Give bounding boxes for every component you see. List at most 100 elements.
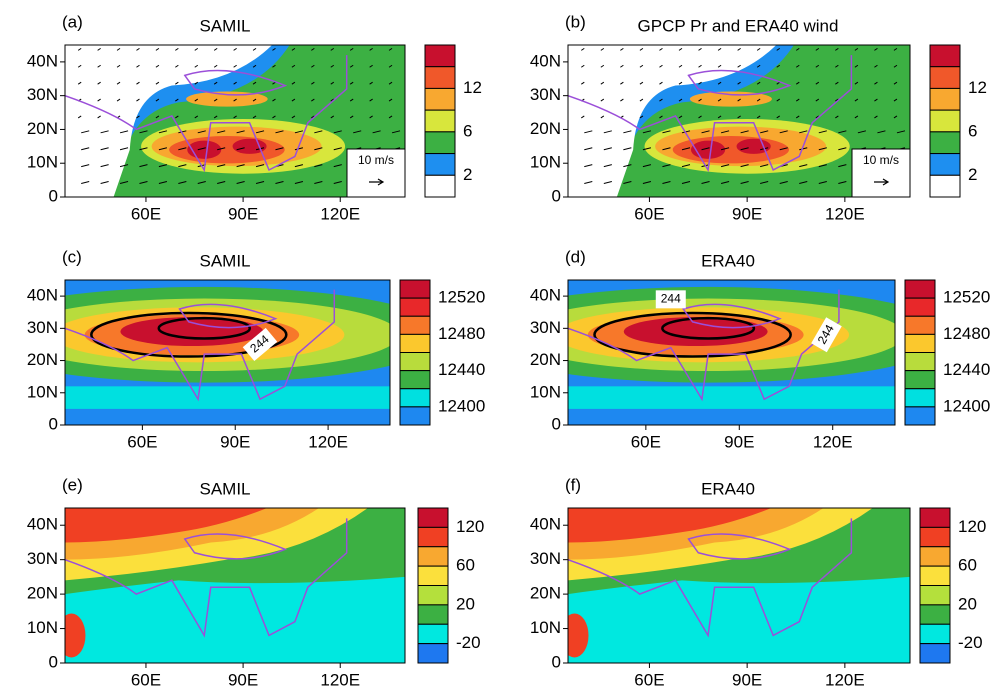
panel-title: SAMIL — [199, 479, 250, 498]
field — [568, 45, 777, 197]
wind-vector — [581, 81, 585, 85]
wind-vector — [294, 181, 304, 184]
wind-vector — [119, 147, 129, 151]
wind-vector — [854, 98, 859, 102]
wind-vector — [333, 130, 342, 134]
wind-vector — [77, 81, 82, 85]
wind-vector — [139, 164, 148, 168]
wind-vector — [795, 64, 800, 68]
wind-vector — [659, 81, 663, 85]
lon-label: 90E — [724, 432, 754, 451]
lon-label: 120E — [825, 670, 865, 689]
wind-vector — [737, 98, 741, 102]
wind-vector — [642, 147, 652, 151]
wind-vector — [854, 47, 859, 51]
wind-vector — [275, 181, 284, 184]
lat-label: 20N — [27, 119, 58, 138]
wind-vector — [349, 98, 354, 102]
wind-vector — [737, 64, 741, 68]
colorbar-box — [424, 153, 456, 176]
wind-vector — [294, 164, 304, 168]
wind-vector — [835, 64, 839, 68]
plateau-outline — [178, 303, 278, 329]
field — [689, 91, 772, 107]
wind-vector — [175, 64, 179, 68]
lon-label: 60E — [127, 432, 157, 451]
wind-vector — [620, 64, 624, 68]
wind-vector — [776, 64, 780, 68]
colorbar-box — [919, 565, 951, 586]
wind-vector — [255, 164, 265, 168]
wind-vector — [213, 47, 218, 51]
contour-label-box — [655, 290, 686, 309]
wind-vector — [874, 115, 878, 119]
wind-vector — [139, 147, 148, 151]
field — [568, 613, 589, 658]
wind-vector — [756, 98, 761, 102]
colorbar-label: 12520 — [943, 288, 990, 307]
wind-vector — [314, 164, 323, 168]
wind-vector — [662, 147, 671, 151]
wind-vector — [391, 130, 401, 134]
wind-vector — [600, 64, 605, 68]
wind-vector — [874, 98, 878, 102]
colorbar-box — [417, 526, 449, 548]
lat-label: 10N — [27, 618, 58, 637]
wind-vector — [194, 47, 199, 51]
wind-vector — [252, 64, 257, 68]
wind-vector — [776, 115, 780, 119]
wind-vector — [874, 47, 878, 51]
lon-label: 120E — [320, 670, 360, 689]
wind-vector — [893, 47, 898, 51]
colorbar-label: 12480 — [943, 324, 990, 343]
wind-vector — [799, 130, 808, 134]
wind-vector — [639, 64, 644, 68]
wind-vector — [217, 181, 226, 184]
wind-vector — [255, 181, 265, 184]
wind-vector — [756, 47, 761, 51]
wind-vector — [681, 181, 691, 184]
colorbar-box — [417, 604, 449, 625]
wind-vector — [717, 64, 722, 68]
field — [186, 91, 268, 107]
wind-vector — [175, 98, 179, 102]
lon-label: 120E — [813, 432, 853, 451]
colorbar-box — [904, 333, 936, 353]
lon-label: 60E — [634, 204, 664, 223]
wind-vector — [349, 64, 354, 68]
lon-label: 60E — [131, 670, 161, 689]
contour — [593, 311, 792, 358]
colorbar-box — [399, 315, 431, 335]
wind-vector — [155, 81, 160, 85]
wind-vector — [97, 81, 101, 85]
wind-vector — [272, 81, 276, 85]
wind-vector — [97, 47, 101, 51]
wind-vector — [662, 130, 671, 134]
field — [568, 386, 895, 409]
coastline — [65, 289, 336, 402]
lat-label: 30N — [27, 85, 58, 104]
wind-vector — [255, 130, 265, 134]
wind-vector — [603, 130, 612, 134]
panel-label: (d) — [565, 247, 586, 266]
wind-vector — [815, 98, 820, 102]
lat-label: 20N — [27, 584, 58, 603]
plateau-outline — [682, 303, 782, 329]
colorbar-box — [919, 623, 951, 645]
wind-vector — [896, 130, 906, 134]
wind-vector — [119, 164, 129, 168]
wind-vector — [372, 130, 381, 134]
panel-title: GPCP Pr and ERA40 wind — [638, 16, 839, 35]
panel-title: ERA40 — [701, 479, 755, 498]
field — [568, 508, 772, 543]
colorbar-box — [417, 643, 449, 664]
wind-vector — [818, 147, 827, 151]
colorbar-label: 120 — [456, 517, 484, 536]
wind-vector — [236, 164, 245, 168]
wind-vector — [291, 64, 296, 68]
map-frame — [567, 44, 911, 198]
colorbar-box — [904, 388, 936, 408]
wind-vector — [81, 147, 90, 151]
wind-vector — [854, 81, 859, 85]
colorbar-label: 12400 — [438, 396, 485, 415]
